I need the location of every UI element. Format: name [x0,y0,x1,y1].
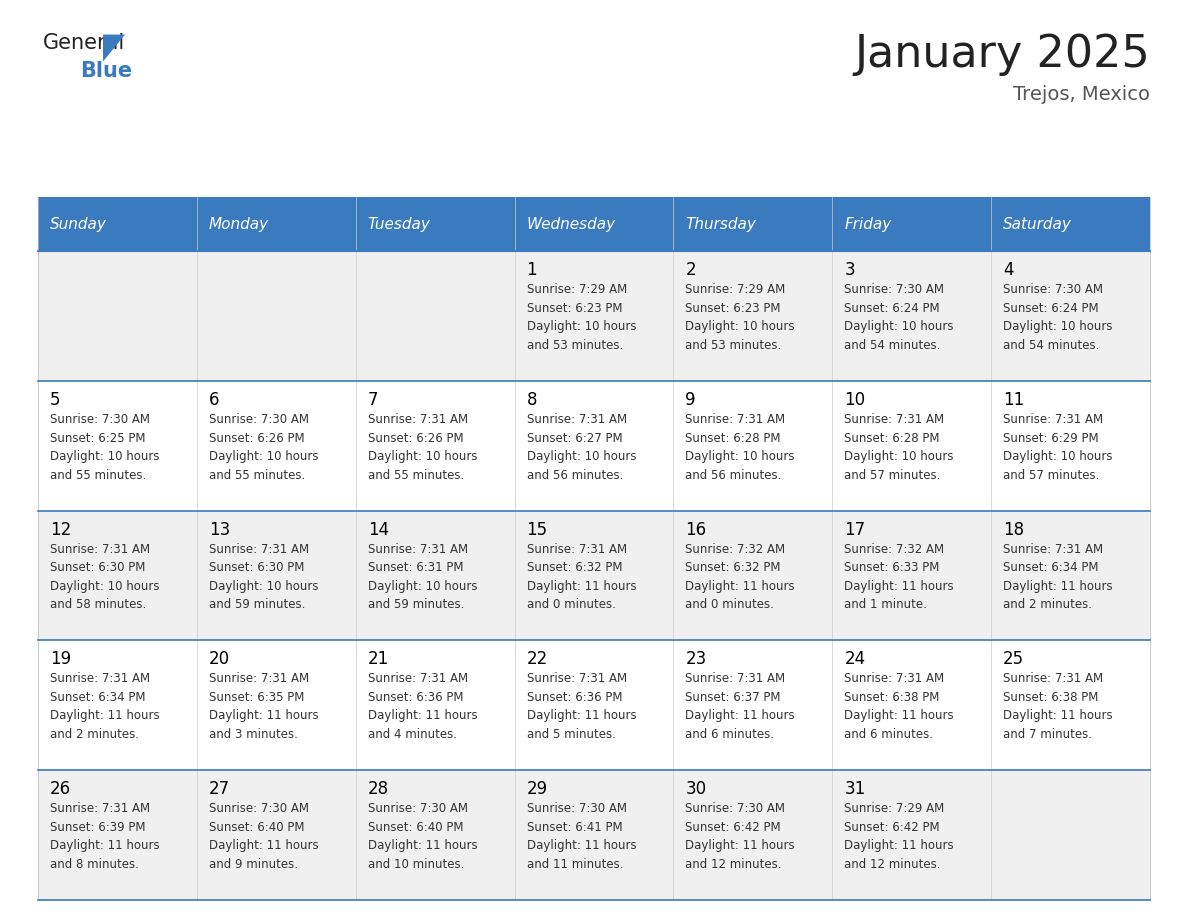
Text: Sunday: Sunday [50,217,107,232]
Text: 4: 4 [1003,262,1013,279]
Text: 13: 13 [209,521,230,539]
Text: Sunrise: 7:31 AM
Sunset: 6:29 PM
Daylight: 10 hours
and 57 minutes.: Sunrise: 7:31 AM Sunset: 6:29 PM Dayligh… [1003,413,1113,482]
Bar [38,381,1150,510]
Text: Sunrise: 7:31 AM
Sunset: 6:38 PM
Daylight: 11 hours
and 7 minutes.: Sunrise: 7:31 AM Sunset: 6:38 PM Dayligh… [1003,672,1113,741]
Text: Sunrise: 7:30 AM
Sunset: 6:42 PM
Daylight: 11 hours
and 12 minutes.: Sunrise: 7:30 AM Sunset: 6:42 PM Dayligh… [685,802,795,870]
Text: Sunrise: 7:30 AM
Sunset: 6:41 PM
Daylight: 11 hours
and 11 minutes.: Sunrise: 7:30 AM Sunset: 6:41 PM Dayligh… [526,802,637,870]
Text: 9: 9 [685,391,696,409]
Text: Sunrise: 7:31 AM
Sunset: 6:28 PM
Daylight: 10 hours
and 57 minutes.: Sunrise: 7:31 AM Sunset: 6:28 PM Dayligh… [845,413,954,482]
Text: Sunrise: 7:29 AM
Sunset: 6:23 PM
Daylight: 10 hours
and 53 minutes.: Sunrise: 7:29 AM Sunset: 6:23 PM Dayligh… [526,284,636,352]
Text: Sunrise: 7:31 AM
Sunset: 6:34 PM
Daylight: 11 hours
and 2 minutes.: Sunrise: 7:31 AM Sunset: 6:34 PM Dayligh… [50,672,159,741]
Text: Sunrise: 7:31 AM
Sunset: 6:36 PM
Daylight: 11 hours
and 4 minutes.: Sunrise: 7:31 AM Sunset: 6:36 PM Dayligh… [368,672,478,741]
Text: 19: 19 [50,650,71,668]
Text: Monday: Monday [209,217,268,232]
Text: Sunrise: 7:29 AM
Sunset: 6:23 PM
Daylight: 10 hours
and 53 minutes.: Sunrise: 7:29 AM Sunset: 6:23 PM Dayligh… [685,284,795,352]
Text: 24: 24 [845,650,865,668]
Text: Sunrise: 7:30 AM
Sunset: 6:24 PM
Daylight: 10 hours
and 54 minutes.: Sunrise: 7:30 AM Sunset: 6:24 PM Dayligh… [845,284,954,352]
Text: General: General [43,32,125,52]
Text: 23: 23 [685,650,707,668]
Text: 7: 7 [368,391,378,409]
Text: Thursday: Thursday [685,217,757,232]
Text: 15: 15 [526,521,548,539]
Text: 27: 27 [209,780,230,798]
Text: 3: 3 [845,262,855,279]
Bar [197,197,355,252]
Text: 28: 28 [368,780,388,798]
Text: Sunrise: 7:31 AM
Sunset: 6:31 PM
Daylight: 10 hours
and 59 minutes.: Sunrise: 7:31 AM Sunset: 6:31 PM Dayligh… [368,543,478,611]
Text: Sunrise: 7:31 AM
Sunset: 6:38 PM
Daylight: 11 hours
and 6 minutes.: Sunrise: 7:31 AM Sunset: 6:38 PM Dayligh… [845,672,954,741]
Text: Sunrise: 7:31 AM
Sunset: 6:37 PM
Daylight: 11 hours
and 6 minutes.: Sunrise: 7:31 AM Sunset: 6:37 PM Dayligh… [685,672,795,741]
Bar [355,197,514,252]
Polygon shape [103,35,125,62]
Text: Sunrise: 7:31 AM
Sunset: 6:26 PM
Daylight: 10 hours
and 55 minutes.: Sunrise: 7:31 AM Sunset: 6:26 PM Dayligh… [368,413,478,482]
Text: 1: 1 [526,262,537,279]
Bar [991,197,1150,252]
Text: Trejos, Mexico: Trejos, Mexico [1013,84,1150,104]
Text: 8: 8 [526,391,537,409]
Text: 11: 11 [1003,391,1024,409]
Text: January 2025: January 2025 [854,32,1150,75]
Text: Saturday: Saturday [1003,217,1072,232]
Bar [514,197,674,252]
Text: 14: 14 [368,521,388,539]
Text: Sunrise: 7:32 AM
Sunset: 6:33 PM
Daylight: 11 hours
and 1 minute.: Sunrise: 7:32 AM Sunset: 6:33 PM Dayligh… [845,543,954,611]
Text: 5: 5 [50,391,61,409]
Text: Wednesday: Wednesday [526,217,615,232]
Text: 26: 26 [50,780,71,798]
Text: Sunrise: 7:32 AM
Sunset: 6:32 PM
Daylight: 11 hours
and 0 minutes.: Sunrise: 7:32 AM Sunset: 6:32 PM Dayligh… [685,543,795,611]
Text: Sunrise: 7:31 AM
Sunset: 6:35 PM
Daylight: 11 hours
and 3 minutes.: Sunrise: 7:31 AM Sunset: 6:35 PM Dayligh… [209,672,318,741]
Bar [38,510,1150,641]
Bar [38,770,1150,900]
Bar [38,641,1150,770]
Text: 12: 12 [50,521,71,539]
Text: Sunrise: 7:30 AM
Sunset: 6:26 PM
Daylight: 10 hours
and 55 minutes.: Sunrise: 7:30 AM Sunset: 6:26 PM Dayligh… [209,413,318,482]
Text: Sunrise: 7:29 AM
Sunset: 6:42 PM
Daylight: 11 hours
and 12 minutes.: Sunrise: 7:29 AM Sunset: 6:42 PM Dayligh… [845,802,954,870]
Text: Sunrise: 7:31 AM
Sunset: 6:27 PM
Daylight: 10 hours
and 56 minutes.: Sunrise: 7:31 AM Sunset: 6:27 PM Dayligh… [526,413,636,482]
Text: 29: 29 [526,780,548,798]
Bar [674,197,833,252]
Text: 25: 25 [1003,650,1024,668]
Text: 17: 17 [845,521,865,539]
Text: 31: 31 [845,780,866,798]
Text: Friday: Friday [845,217,891,232]
Text: Sunrise: 7:31 AM
Sunset: 6:30 PM
Daylight: 10 hours
and 59 minutes.: Sunrise: 7:31 AM Sunset: 6:30 PM Dayligh… [209,543,318,611]
Text: Tuesday: Tuesday [368,217,430,232]
Text: Sunrise: 7:31 AM
Sunset: 6:39 PM
Daylight: 11 hours
and 8 minutes.: Sunrise: 7:31 AM Sunset: 6:39 PM Dayligh… [50,802,159,870]
Text: 30: 30 [685,780,707,798]
Text: Sunrise: 7:31 AM
Sunset: 6:28 PM
Daylight: 10 hours
and 56 minutes.: Sunrise: 7:31 AM Sunset: 6:28 PM Dayligh… [685,413,795,482]
Text: 10: 10 [845,391,865,409]
Text: 2: 2 [685,262,696,279]
Text: Sunrise: 7:30 AM
Sunset: 6:40 PM
Daylight: 11 hours
and 9 minutes.: Sunrise: 7:30 AM Sunset: 6:40 PM Dayligh… [209,802,318,870]
Bar [833,197,991,252]
Text: 6: 6 [209,391,220,409]
Text: 21: 21 [368,650,388,668]
Text: Sunrise: 7:30 AM
Sunset: 6:25 PM
Daylight: 10 hours
and 55 minutes.: Sunrise: 7:30 AM Sunset: 6:25 PM Dayligh… [50,413,159,482]
Text: 16: 16 [685,521,707,539]
Text: Sunrise: 7:31 AM
Sunset: 6:34 PM
Daylight: 11 hours
and 2 minutes.: Sunrise: 7:31 AM Sunset: 6:34 PM Dayligh… [1003,543,1113,611]
Text: Sunrise: 7:31 AM
Sunset: 6:32 PM
Daylight: 11 hours
and 0 minutes.: Sunrise: 7:31 AM Sunset: 6:32 PM Dayligh… [526,543,637,611]
Text: Sunrise: 7:31 AM
Sunset: 6:36 PM
Daylight: 11 hours
and 5 minutes.: Sunrise: 7:31 AM Sunset: 6:36 PM Dayligh… [526,672,637,741]
Bar [38,197,197,252]
Text: 20: 20 [209,650,230,668]
Text: 22: 22 [526,650,548,668]
Text: Sunrise: 7:30 AM
Sunset: 6:40 PM
Daylight: 11 hours
and 10 minutes.: Sunrise: 7:30 AM Sunset: 6:40 PM Dayligh… [368,802,478,870]
Text: Blue: Blue [80,61,132,81]
Bar [38,252,1150,381]
Text: 18: 18 [1003,521,1024,539]
Text: Sunrise: 7:30 AM
Sunset: 6:24 PM
Daylight: 10 hours
and 54 minutes.: Sunrise: 7:30 AM Sunset: 6:24 PM Dayligh… [1003,284,1113,352]
Text: Sunrise: 7:31 AM
Sunset: 6:30 PM
Daylight: 10 hours
and 58 minutes.: Sunrise: 7:31 AM Sunset: 6:30 PM Dayligh… [50,543,159,611]
